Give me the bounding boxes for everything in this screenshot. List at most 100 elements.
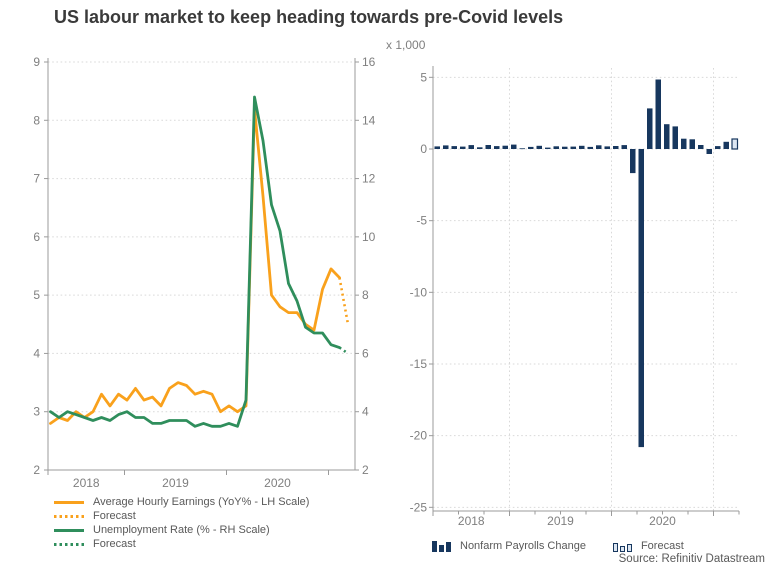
svg-text:2020: 2020: [649, 514, 676, 528]
payrolls-bar: [553, 146, 559, 149]
legend-item-forecast: Forecast: [612, 540, 684, 552]
svg-text:2018: 2018: [73, 476, 100, 490]
legend-label-forecast: Forecast: [640, 540, 684, 552]
payrolls-bar: [647, 108, 653, 149]
svg-text:-15: -15: [410, 357, 428, 371]
payrolls-bar: [681, 138, 687, 149]
earnings-forecast-line: [338, 277, 350, 325]
right-chart-gridlines: [433, 68, 739, 511]
payrolls-bar: [494, 146, 500, 149]
payrolls-bar: [689, 139, 695, 149]
svg-text:4: 4: [362, 405, 369, 419]
chart-title: US labour market to keep heading towards…: [54, 7, 564, 27]
payrolls-bar: [587, 146, 593, 149]
payrolls-bar: [528, 146, 534, 149]
payrolls-bar: [621, 145, 627, 149]
svg-text:-25: -25: [410, 500, 428, 514]
payrolls-bar: [562, 146, 568, 149]
payrolls-bar: [638, 149, 644, 448]
payrolls-bar: [672, 126, 678, 149]
payrolls-bar: [477, 147, 483, 149]
unemployment-forecast-line: [338, 346, 349, 355]
legend-row-earnings-forecast: Forecast: [54, 509, 309, 523]
payrolls-bar: [460, 146, 466, 149]
payrolls-bar: [434, 146, 440, 149]
payrolls-bar: [485, 145, 491, 149]
legend-label-unemployment-forecast: Forecast: [93, 538, 136, 550]
svg-text:3: 3: [33, 405, 40, 419]
left-chart-axes: [44, 58, 359, 475]
svg-text:-20: -20: [410, 429, 428, 443]
svg-text:2020: 2020: [264, 476, 291, 490]
svg-text:-10: -10: [410, 285, 428, 299]
svg-text:10: 10: [362, 230, 376, 244]
payrolls-bar: [706, 149, 712, 154]
right-chart-legend: Nonfarm Payrolls Change Forecast: [432, 539, 684, 553]
payrolls-bar: [502, 145, 508, 149]
svg-text:2018: 2018: [458, 514, 485, 528]
payrolls-bar: [664, 124, 670, 149]
svg-text:14: 14: [362, 113, 376, 127]
earnings-line-swatch: [54, 500, 84, 504]
left-chart-gridlines: [48, 61, 355, 413]
svg-text:6: 6: [33, 230, 40, 244]
legend-label-payrolls: Nonfarm Payrolls Change: [460, 540, 586, 552]
payrolls-bar: [579, 145, 585, 149]
payrolls-bar: [443, 145, 449, 149]
legend-label-earnings-forecast: Forecast: [93, 510, 136, 522]
svg-text:2019: 2019: [547, 514, 574, 528]
payrolls-bar: [468, 145, 474, 149]
payrolls-bar: [451, 146, 457, 149]
svg-text:7: 7: [33, 172, 40, 186]
svg-text:9: 9: [33, 55, 40, 69]
svg-text:0: 0: [420, 142, 427, 156]
svg-text:5: 5: [33, 288, 40, 302]
earnings-line: [49, 107, 341, 425]
payrolls-bar: [630, 149, 636, 174]
legend-row-earnings: Average Hourly Earnings (YoY% - LH Scale…: [54, 495, 309, 509]
payrolls-bar: [536, 145, 542, 149]
svg-text:12: 12: [362, 172, 376, 186]
y-unit-label: x 1,000: [386, 38, 426, 52]
payrolls-bar: [613, 146, 619, 149]
earnings-forecast-swatch: [54, 514, 84, 518]
payrolls-bar: [698, 145, 704, 149]
legend-row-unemployment-forecast: Forecast: [54, 537, 309, 551]
svg-text:8: 8: [362, 288, 369, 302]
svg-text:5: 5: [420, 70, 427, 84]
svg-text:16: 16: [362, 55, 376, 69]
left-chart-legend: Average Hourly Earnings (YoY% - LH Scale…: [54, 495, 309, 551]
unemployment-line-swatch: [54, 528, 84, 532]
payrolls-bars-icon: [432, 540, 453, 552]
legend-label-unemployment: Unemployment Rate (% - RH Scale): [93, 524, 270, 536]
legend-row-unemployment: Unemployment Rate (% - RH Scale): [54, 523, 309, 537]
legend-label-earnings: Average Hourly Earnings (YoY% - LH Scale…: [93, 496, 310, 508]
payrolls-bar: [511, 144, 517, 149]
svg-text:2: 2: [362, 463, 369, 477]
payrolls-bar: [715, 146, 721, 149]
svg-text:4: 4: [33, 346, 40, 360]
payrolls-bar: [570, 146, 576, 149]
payrolls-forecast-bar: [731, 138, 739, 150]
payrolls-bar: [723, 141, 729, 149]
unemployment-line: [49, 95, 341, 428]
forecast-bars-icon: [612, 540, 634, 552]
left-chart-tick-labels: 2 3 4 5 6 7 8 9 2 4 6 8 10 12 14 16 2018 2019 2020: [33, 55, 375, 490]
right-chart-tick-labels: 5 0 -5 -10 -15 -20 -25 2018 2019 2020: [410, 70, 677, 528]
payrolls-bar: [545, 147, 551, 149]
source-attribution: Source: Refinitiv Datastream: [618, 553, 765, 565]
payrolls-bar: [596, 145, 602, 149]
payrolls-bar: [604, 146, 610, 149]
payrolls-bar: [519, 148, 525, 150]
svg-text:8: 8: [33, 113, 40, 127]
svg-text:6: 6: [362, 346, 369, 360]
payrolls-bar: [655, 79, 661, 149]
unemployment-forecast-swatch: [54, 542, 84, 546]
svg-text:-5: -5: [416, 214, 427, 228]
svg-text:2019: 2019: [162, 476, 189, 490]
right-chart-axes: [429, 66, 740, 516]
svg-text:2: 2: [33, 463, 40, 477]
payrolls-bars: [434, 79, 739, 448]
